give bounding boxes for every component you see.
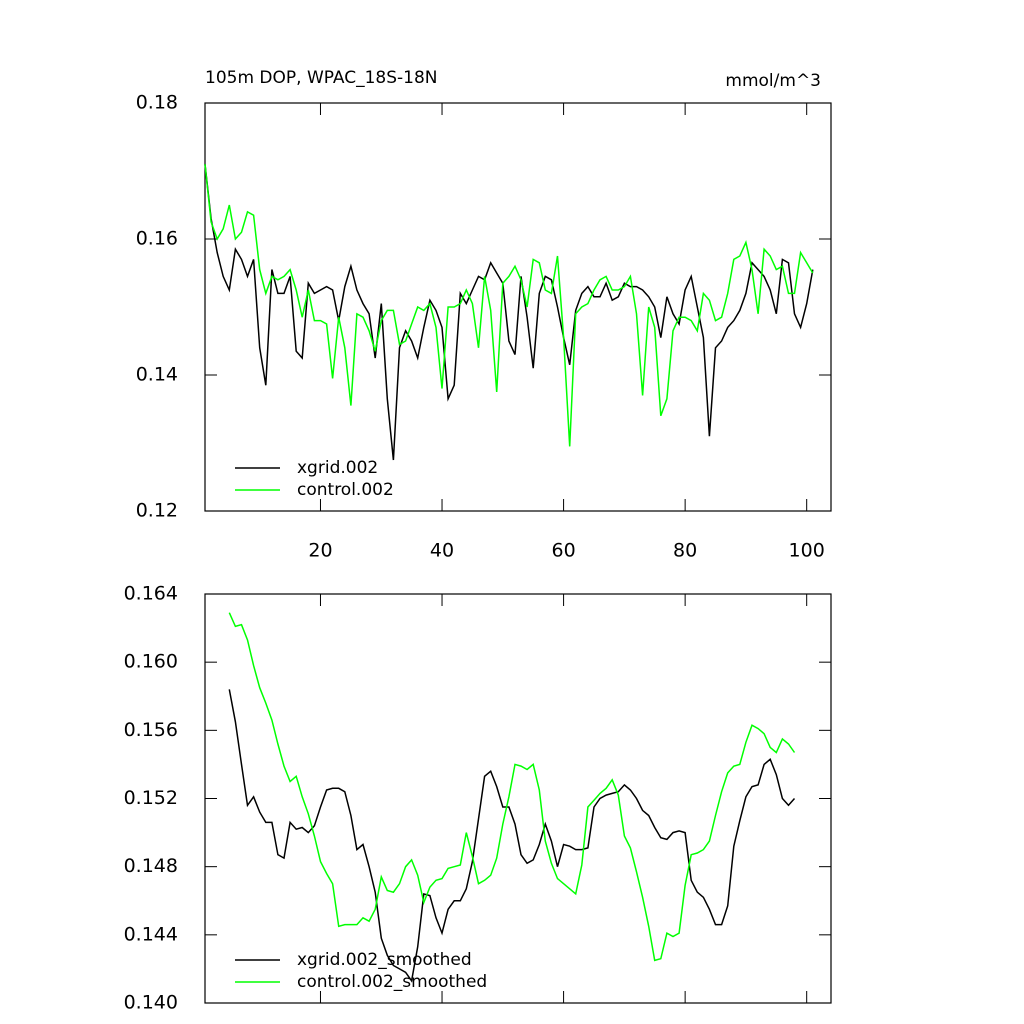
y-tick-label: 0.16: [136, 228, 178, 250]
x-tick-label: 80: [673, 540, 697, 562]
y-tick-label: 0.160: [124, 651, 178, 673]
y-tick-label: 0.144: [124, 923, 178, 945]
y-tick-label: 0.14: [136, 364, 178, 386]
legend-label: control.002_smoothed: [297, 972, 487, 992]
x-tick-label: 60: [551, 540, 575, 562]
y-tick-label: 0.148: [124, 855, 178, 877]
legend-label: xgrid.002: [297, 458, 378, 478]
plot-frame: [204, 102, 832, 512]
legend-label: control.002: [297, 480, 394, 500]
y-tick-label: 0.156: [124, 719, 178, 741]
series-line: [204, 164, 814, 447]
legend-label: xgrid.002_smoothed: [297, 950, 472, 970]
y-tick-label: 0.164: [124, 583, 178, 605]
series-line: [204, 164, 814, 461]
y-tick-label: 0.12: [136, 500, 178, 522]
x-tick-label: 100: [789, 540, 825, 562]
series-line: [228, 689, 796, 983]
units-label: mmol/m^3: [725, 71, 821, 91]
y-tick-label: 0.152: [124, 787, 178, 809]
series-line: [228, 612, 796, 962]
x-tick-label: 40: [430, 540, 454, 562]
plot-frame: [204, 593, 832, 1004]
x-tick-label: 20: [308, 540, 332, 562]
y-tick-label: 0.140: [124, 992, 178, 1014]
y-tick-label: 0.18: [136, 92, 178, 114]
chart-title: 105m DOP, WPAC_18S-18N: [205, 68, 438, 88]
